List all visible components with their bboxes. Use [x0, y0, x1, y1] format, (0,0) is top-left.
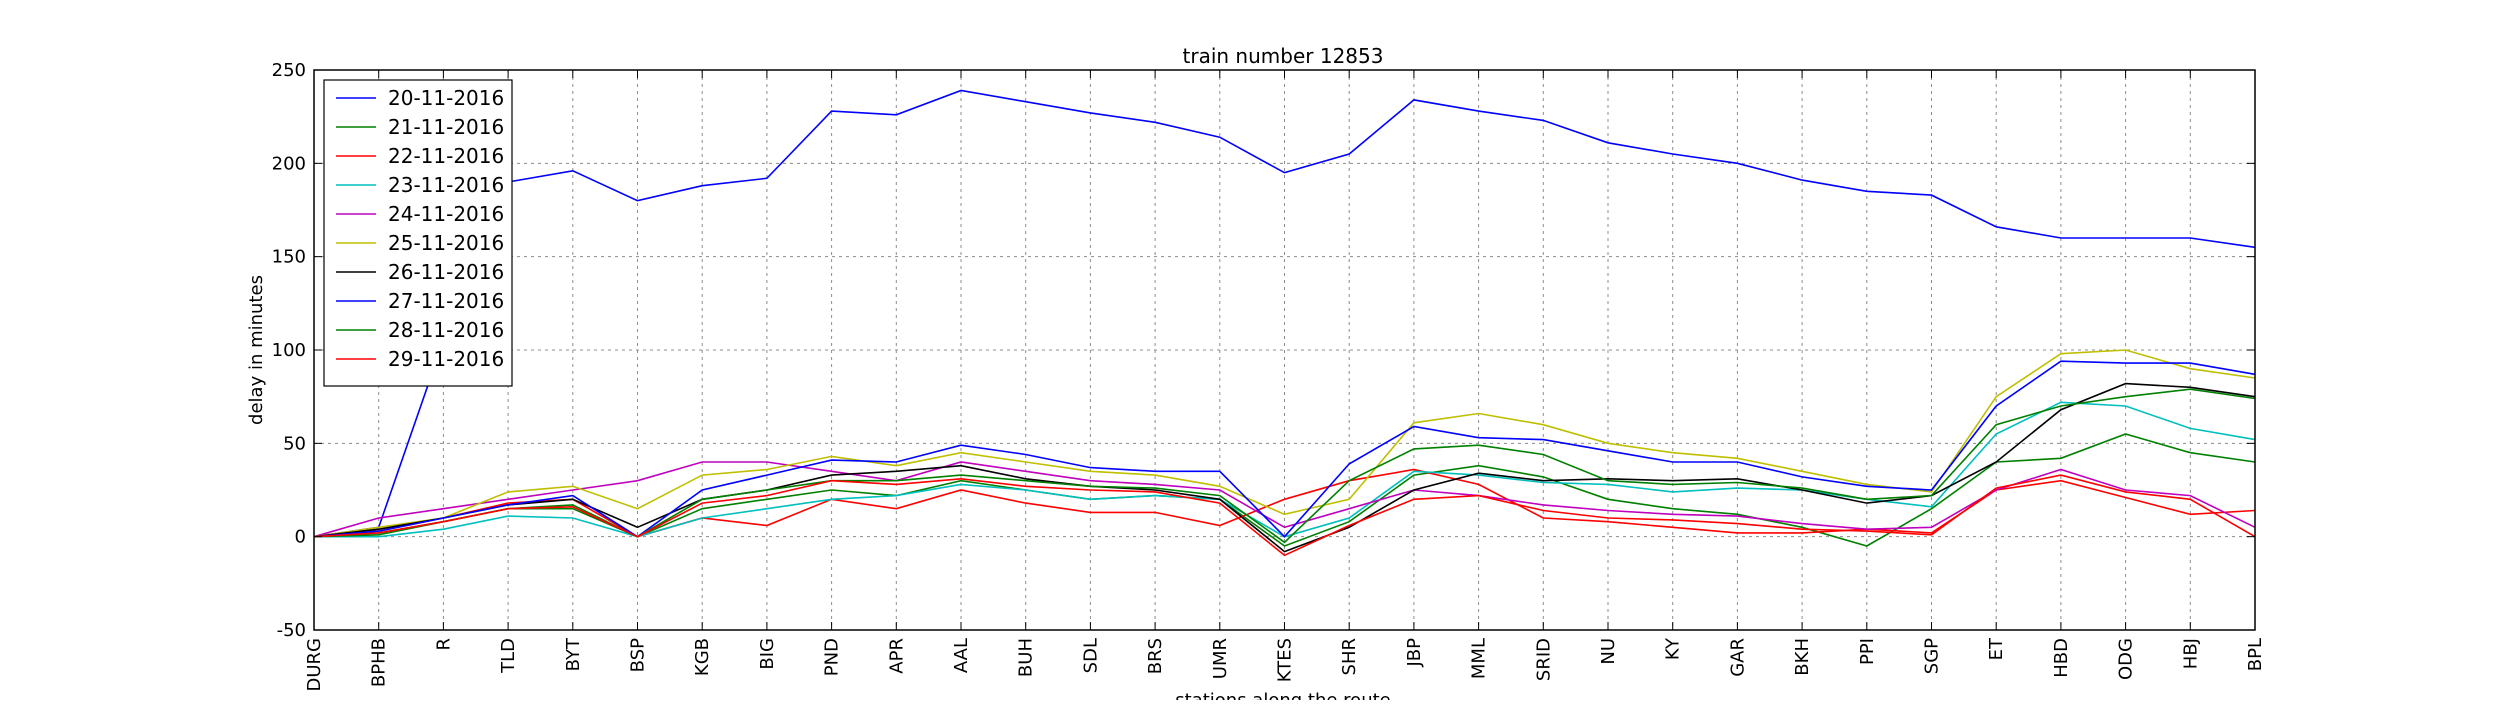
series-line — [313, 89, 2256, 538]
legend-label: 25-11-2016 — [388, 231, 504, 255]
x-tick-label: HBD — [2051, 638, 2072, 678]
y-tick-label: 0 — [295, 527, 306, 548]
x-tick-label: HBJ — [2180, 638, 2201, 669]
x-tick-label: SDL — [1080, 638, 1101, 673]
data-series — [313, 89, 2256, 557]
x-tick-label: BKH — [1792, 638, 1813, 676]
x-tick-label: BUH — [1016, 638, 1037, 677]
legend-label: 20-11-2016 — [388, 86, 504, 110]
legend-label: 28-11-2016 — [388, 318, 504, 342]
y-axis-title: delay in minutes — [246, 275, 267, 425]
x-tick-label: MML — [1469, 638, 1490, 679]
x-tick-label: ODG — [2116, 638, 2137, 680]
legend: 20-11-2016 21-11-2016 22-11-2016 23-11-2016… — [323, 79, 513, 387]
x-tick-label: SGP — [1922, 638, 1943, 674]
x-tick-label: AAL — [951, 638, 972, 673]
y-tick-label: 100 — [272, 340, 306, 361]
x-tick-label: GAR — [1727, 638, 1748, 677]
x-tick-label: BYT — [563, 637, 584, 671]
legend-label: 24-11-2016 — [388, 202, 504, 226]
y-tick-label: -50 — [277, 620, 306, 641]
x-tick-label: UMR — [1210, 638, 1231, 679]
x-tick-label: BPL — [2245, 638, 2266, 671]
x-tick-label: KGB — [692, 638, 713, 676]
x-axis-title: stations along the route — [1175, 690, 1390, 700]
chart-title: train number 12853 — [1183, 44, 1384, 68]
x-tick-label: APR — [886, 638, 907, 674]
y-axis-ticks: -50 0 50 100 150 200 250 — [272, 60, 2255, 641]
legend-label: 26-11-2016 — [388, 260, 504, 284]
x-tick-label: BIG — [757, 638, 778, 670]
legend-label: 23-11-2016 — [388, 173, 504, 197]
x-tick-label: ET — [1986, 637, 2007, 660]
x-tick-label: DURG — [304, 638, 325, 692]
x-tick-label: KY — [1663, 637, 1684, 660]
x-tick-label: KTES — [1275, 638, 1296, 682]
x-tick-label: JBP — [1404, 638, 1425, 668]
y-tick-label: 250 — [272, 60, 306, 81]
series-line — [313, 349, 2256, 538]
x-tick-label: NU — [1598, 638, 1619, 665]
x-tick-label: SRID — [1533, 638, 1554, 681]
x-tick-label: BPHB — [369, 638, 390, 687]
series-line — [313, 474, 2256, 557]
x-tick-label: BRS — [1145, 638, 1166, 674]
x-tick-label: R — [433, 638, 454, 651]
x-tick-label: SHR — [1339, 638, 1360, 675]
series-line — [313, 461, 2256, 538]
y-tick-label: 150 — [272, 247, 306, 268]
y-tick-label: 200 — [272, 153, 306, 174]
legend-box — [323, 79, 513, 387]
x-tick-label: BSP — [628, 638, 649, 672]
legend-label: 21-11-2016 — [388, 115, 504, 139]
x-tick-label: TLD — [498, 638, 519, 674]
y-tick-label: 50 — [283, 433, 306, 454]
x-tick-label: PND — [822, 638, 843, 676]
legend-label: 29-11-2016 — [388, 347, 504, 371]
x-tick-label: PPI — [1857, 638, 1878, 665]
legend-label: 22-11-2016 — [388, 144, 504, 168]
x-axis-ticks: DURG BPHB R TLD BYT BSP KGB BIG PND APR AAL BUH SDL B… — [304, 70, 2266, 692]
legend-label: 27-11-2016 — [388, 289, 504, 313]
